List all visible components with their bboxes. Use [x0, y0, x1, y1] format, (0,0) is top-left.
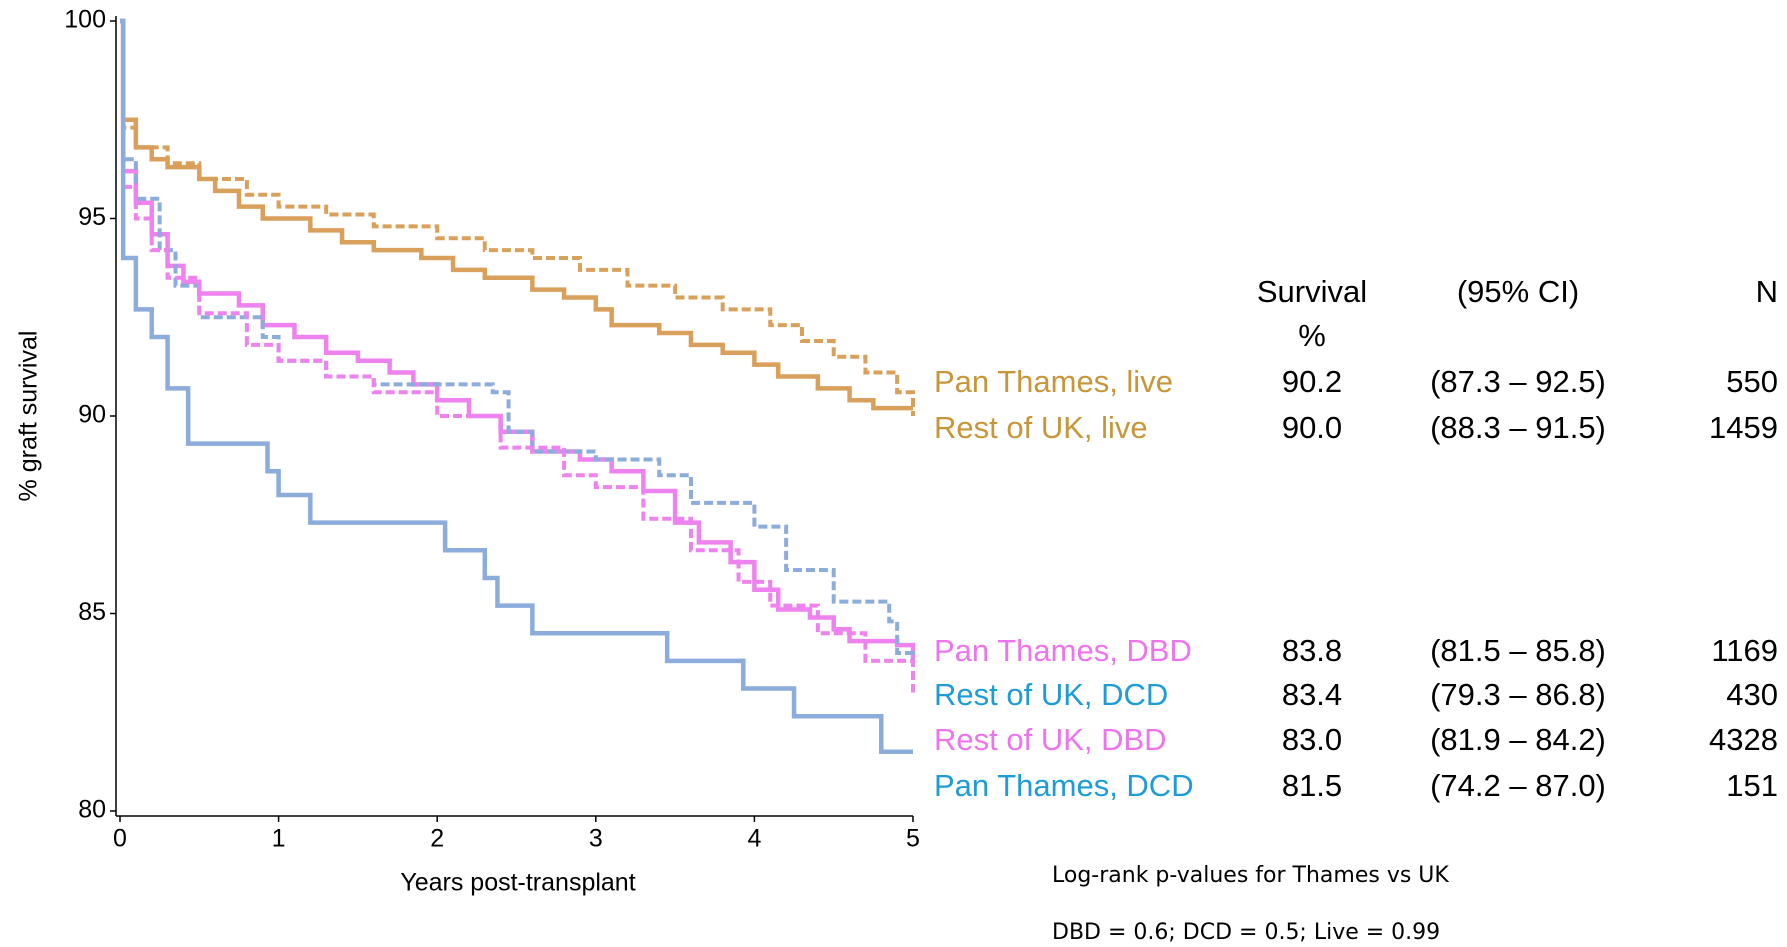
survival-curve [120, 18, 916, 661]
table-header: Survival% [1257, 274, 1367, 353]
x-tick-label: 2 [430, 825, 444, 853]
survival-curve [120, 18, 913, 754]
survival-curve [120, 19, 915, 416]
survival-cell: 83.8 [1282, 633, 1342, 668]
survival-cell: 83.4 [1282, 677, 1342, 712]
ci-cell: (87.3 – 92.5) [1430, 364, 1606, 399]
y-tick-label: 95 [78, 203, 106, 231]
n-cell: 151 [1726, 768, 1778, 803]
legend-label: Rest of UK, DBD [934, 722, 1167, 757]
legend-label: Pan Thames, live [934, 364, 1173, 399]
legend-label: Pan Thames, DBD [934, 633, 1192, 668]
x-axis-label: Years post-transplant [400, 869, 635, 897]
x-tick-label: 4 [747, 825, 761, 853]
n-cell: 1169 [1711, 633, 1778, 668]
survival-curve [120, 19, 915, 673]
table-header: (95% CI) [1457, 274, 1579, 309]
ci-cell: (81.9 – 84.2) [1430, 722, 1606, 757]
y-tick-label: 90 [78, 401, 106, 429]
ci-cell: (88.3 – 91.5) [1430, 410, 1606, 445]
ci-cell: (81.5 – 85.8) [1430, 633, 1606, 668]
survival-curve [120, 19, 915, 693]
survival-cell: 90.2 [1282, 364, 1342, 399]
table-header: N [1756, 274, 1778, 309]
footnote: Log-rank p-values for Thames vs UK [1052, 863, 1449, 888]
x-tick-label: 3 [589, 825, 603, 853]
y-tick-label: 85 [78, 598, 106, 626]
x-tick-label: 0 [113, 825, 127, 853]
footnote: DBD = 0.6; DCD = 0.5; Live = 0.99 [1052, 920, 1440, 945]
x-tick-label: 1 [272, 825, 286, 853]
y-axis-label: % graft survival [15, 331, 43, 502]
survival-cell: 83.0 [1282, 722, 1342, 757]
legend-label: Pan Thames, DCD [934, 768, 1194, 803]
n-cell: 550 [1726, 364, 1778, 399]
n-cell: 4328 [1709, 722, 1778, 757]
y-tick-label: 80 [78, 796, 106, 824]
survival-cell: 81.5 [1282, 768, 1342, 803]
n-cell: 1459 [1709, 410, 1778, 445]
legend-label: Rest of UK, live [934, 410, 1148, 445]
ci-cell: (74.2 – 87.0) [1430, 768, 1606, 803]
survival-cell: 90.0 [1282, 410, 1342, 445]
x-tick-label: 5 [906, 825, 920, 853]
survival-curve [120, 18, 913, 411]
legend-label: Rest of UK, DCD [934, 677, 1168, 712]
n-cell: 430 [1726, 677, 1778, 712]
y-tick-label: 100 [64, 6, 106, 34]
ci-cell: (79.3 – 86.8) [1430, 677, 1606, 712]
